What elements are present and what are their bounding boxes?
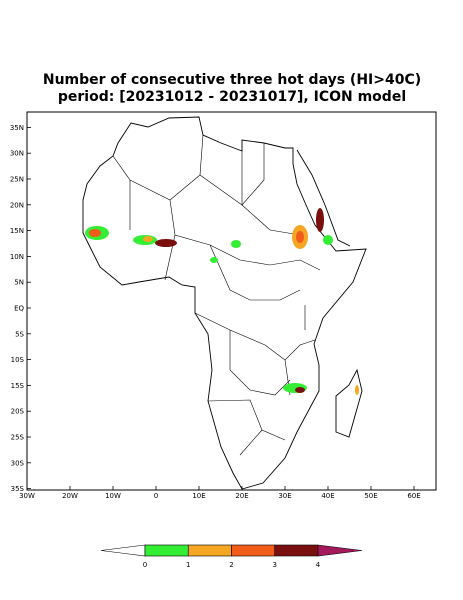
lat-tick-label: 15N: [10, 227, 24, 235]
lon-tick-label: 60E: [407, 492, 420, 500]
lon-tick-label: 20E: [235, 492, 248, 500]
colorbar-box: [274, 544, 319, 557]
lat-tick-label: 20S: [11, 408, 25, 416]
colorbar-box: [187, 544, 232, 557]
lon-tick-label: 10W: [105, 492, 121, 500]
lon-tick-label: 20W: [62, 492, 78, 500]
madagascar: [335, 368, 363, 438]
lon-tick-label: 50E: [364, 492, 377, 500]
axes: 35N 30N 25N 20N 15N 10N 5N EQ 5S 10S 15S 20S 25S 30S 3…: [10, 124, 421, 500]
coastline: [82, 116, 367, 490]
colorbar-box: [231, 544, 276, 557]
map-frame: [26, 111, 437, 491]
colorbar-box: [144, 544, 189, 557]
colorbar-label: 2: [229, 561, 233, 569]
lat-tick-label: 10S: [11, 356, 25, 364]
borders: [112, 134, 321, 456]
lat-tick-label: 30N: [10, 150, 24, 158]
lat-tick-label: 35S: [11, 485, 25, 493]
lat-tick-label: EQ: [14, 305, 24, 313]
lat-tick-label: 25N: [10, 176, 24, 184]
lon-tick-label: 10E: [192, 492, 205, 500]
lat-tick-label: 10N: [10, 253, 24, 261]
lat-tick-label: 35N: [10, 124, 24, 132]
lat-tick-label: 5N: [14, 279, 24, 287]
colorbar-label: 3: [273, 561, 277, 569]
title-line: Number of consecutive three hot days (HI…: [43, 72, 421, 88]
lat-tick-label: 15S: [11, 382, 25, 390]
colorbar: 0 1 2 3 4: [100, 544, 363, 569]
colorbar-label: 1: [186, 561, 190, 569]
title-line: period: [20231012 - 20231017], ICON mode…: [58, 89, 406, 105]
lon-tick-label: 30E: [278, 492, 291, 500]
lon-tick-label: 30W: [19, 492, 35, 500]
colorbar-extend-high: [317, 544, 363, 557]
colorbar-extend-low: [100, 544, 146, 557]
lat-tick-label: 5S: [15, 330, 24, 338]
lat-tick-label: 20N: [10, 201, 24, 209]
lon-tick-label: 40E: [321, 492, 334, 500]
lon-tick-label: 0: [154, 492, 158, 500]
map-content: [82, 116, 367, 490]
hot-spots: [85, 208, 359, 395]
lat-tick-label: 30S: [11, 459, 25, 467]
colorbar-label: 0: [143, 561, 147, 569]
lat-tick-label: 25S: [11, 434, 25, 442]
arabia-coast: [296, 149, 351, 247]
colorbar-label: 4: [316, 561, 321, 569]
